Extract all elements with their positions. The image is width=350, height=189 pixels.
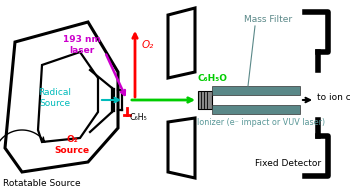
Bar [212,105,300,114]
Bar [198,91,212,109]
Text: 193 nm
laser: 193 nm laser [63,35,101,55]
Text: Fixed Detector: Fixed Detector [255,160,321,169]
Text: Mass Filter: Mass Filter [244,15,292,25]
Text: Ionizer (e⁻ impact or VUV laser): Ionizer (e⁻ impact or VUV laser) [197,118,325,127]
Text: O₂
Source: O₂ Source [55,135,90,155]
Text: C₆H₅: C₆H₅ [129,113,147,122]
Bar [212,86,300,95]
Text: Rotatable Source: Rotatable Source [3,180,80,188]
Text: Radical
Source: Radical Source [38,88,71,108]
Text: to ion counting: to ion counting [317,94,350,102]
Text: C₆H₅O: C₆H₅O [198,74,228,83]
Text: O₂: O₂ [142,40,154,50]
